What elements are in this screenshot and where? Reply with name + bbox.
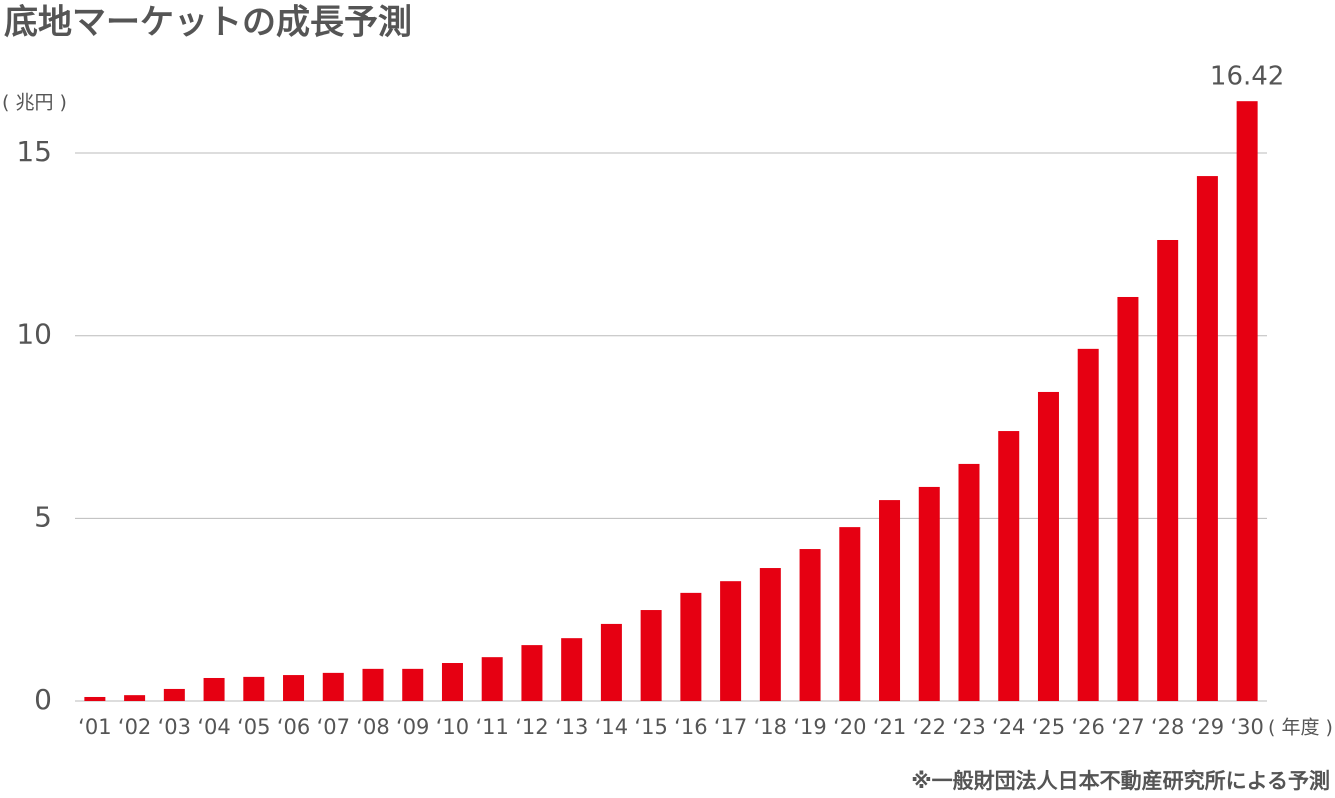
- bar: [322, 672, 344, 701]
- bar: [879, 500, 901, 701]
- x-tick-label: ‘24: [992, 715, 1025, 739]
- bar: [680, 592, 702, 701]
- source-note: ※一般財団法人日本不動産研究所による予測: [911, 769, 1330, 793]
- bar: [283, 675, 305, 701]
- bar: [918, 486, 940, 701]
- x-tick-label: ‘25: [1032, 715, 1065, 739]
- bar: [640, 610, 662, 701]
- value-label: 16.42: [1210, 62, 1284, 92]
- bar: [362, 668, 384, 701]
- y-tick-label: 0: [34, 683, 52, 716]
- x-tick-label: ‘17: [714, 715, 747, 739]
- x-tick-label: ‘10: [436, 715, 469, 739]
- x-tick-label: ‘19: [793, 715, 826, 739]
- bar: [124, 695, 146, 701]
- bar: [839, 527, 861, 701]
- bar: [521, 645, 543, 701]
- y-tick-label: 15: [16, 135, 52, 168]
- x-tick-label: ‘30: [1230, 715, 1263, 739]
- bar: [481, 657, 503, 701]
- bar: [203, 677, 225, 701]
- bar: [1037, 391, 1059, 701]
- x-tick-label: ‘23: [952, 715, 985, 739]
- bar: [1157, 239, 1179, 701]
- x-tick-label: ‘20: [833, 715, 866, 739]
- x-tick-label: ‘14: [595, 715, 628, 739]
- x-tick-label: ‘08: [356, 715, 389, 739]
- x-tick-label: ‘21: [873, 715, 906, 739]
- x-tick-label: ‘13: [555, 715, 588, 739]
- x-tick-label: ‘01: [78, 715, 111, 739]
- x-tick-label: ‘26: [1071, 715, 1104, 739]
- bar: [1077, 348, 1099, 701]
- bar: [998, 431, 1020, 701]
- y-tick-label: 10: [16, 318, 52, 351]
- x-tick-label: ‘28: [1151, 715, 1184, 739]
- bar: [84, 696, 106, 701]
- bar: [600, 623, 622, 701]
- x-tick-label: ‘15: [634, 715, 667, 739]
- x-tick-label: ‘11: [475, 715, 508, 739]
- x-tick-label: ‘29: [1191, 715, 1224, 739]
- x-tick-label: ‘18: [754, 715, 787, 739]
- bar: [1196, 176, 1218, 701]
- x-tick-label: ‘02: [118, 715, 151, 739]
- bar: [1117, 296, 1139, 701]
- bar: [561, 638, 583, 701]
- x-tick-label: ‘06: [277, 715, 310, 739]
- y-tick-label: 5: [34, 500, 52, 533]
- bar: [163, 688, 185, 701]
- chart-title: 底地マーケットの成長予測: [4, 3, 412, 43]
- x-tick-label: ‘03: [158, 715, 191, 739]
- y-axis-label: ( 兆円 ): [2, 92, 67, 114]
- bar: [799, 549, 821, 701]
- bar: [958, 463, 980, 701]
- bar: [720, 581, 742, 701]
- bar: [402, 668, 424, 701]
- bar: [1236, 101, 1258, 701]
- x-tick-label: ‘16: [674, 715, 707, 739]
- x-tick-label: ‘04: [197, 715, 230, 739]
- x-tick-label: ‘12: [515, 715, 548, 739]
- x-tick-label: ‘22: [913, 715, 946, 739]
- x-axis-label: ( 年度 ): [1268, 717, 1333, 739]
- bar: [759, 568, 781, 701]
- x-tick-label: ‘27: [1111, 715, 1144, 739]
- x-tick-label: ‘05: [237, 715, 270, 739]
- bar: [243, 676, 265, 701]
- x-tick-label: ‘07: [317, 715, 350, 739]
- x-tick-label: ‘09: [396, 715, 429, 739]
- bar: [441, 663, 463, 701]
